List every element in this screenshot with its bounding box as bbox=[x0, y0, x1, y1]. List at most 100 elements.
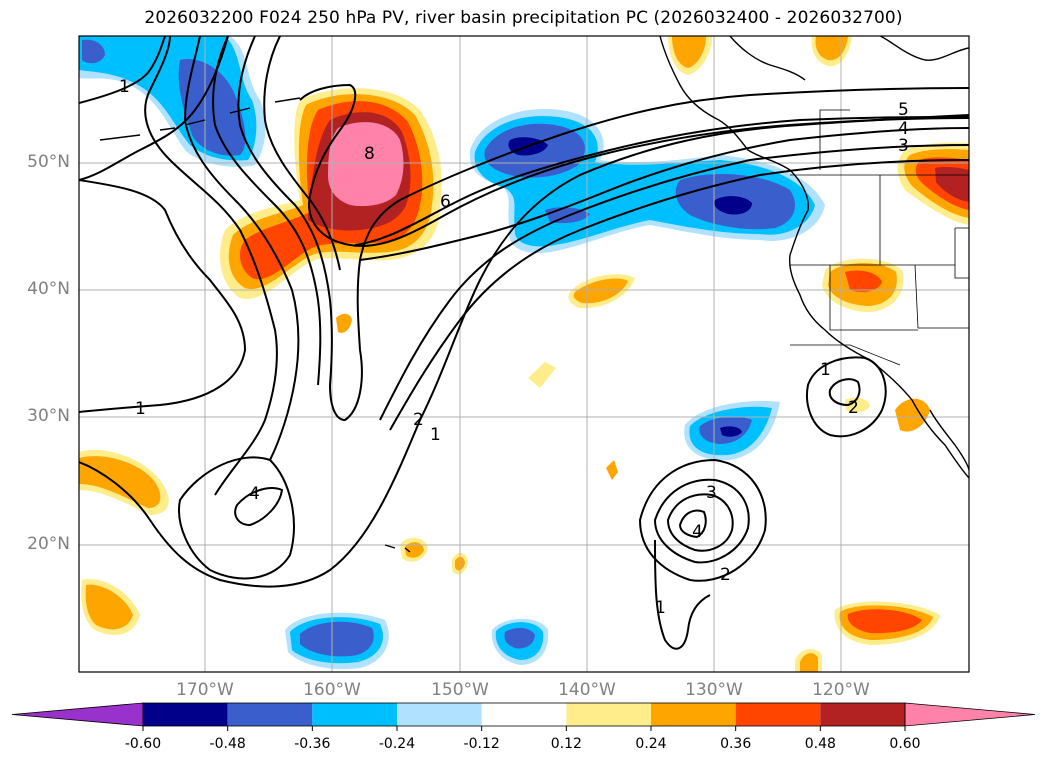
positive-anomaly-region bbox=[79, 456, 161, 508]
pv-contour bbox=[666, 493, 734, 552]
contour-label: 4 bbox=[692, 522, 703, 542]
pv-contour bbox=[299, 83, 969, 247]
contour-label: 1 bbox=[135, 399, 146, 419]
pv-contour bbox=[178, 456, 295, 580]
lat-label: 40°N bbox=[27, 279, 70, 299]
contour-label: 1 bbox=[655, 598, 666, 618]
contour-label: 3 bbox=[898, 136, 909, 156]
pv-contour bbox=[653, 478, 750, 564]
positive-anomaly-region bbox=[800, 653, 818, 672]
colorbar-swatch bbox=[312, 703, 397, 726]
contour-label: 4 bbox=[898, 119, 909, 139]
colorbar-tick-label: 0.12 bbox=[550, 736, 582, 752]
lon-label: 150°W bbox=[431, 680, 489, 700]
negative-anomaly-region bbox=[82, 39, 105, 64]
contour-label: 5 bbox=[898, 100, 909, 120]
colorbar-tick-label: 0.60 bbox=[889, 736, 921, 752]
pv-contour bbox=[638, 458, 767, 582]
negative-anomaly-region bbox=[178, 59, 246, 156]
contour-label: 1 bbox=[119, 77, 130, 97]
graticule bbox=[79, 36, 969, 672]
colorbar-swatch bbox=[227, 703, 313, 726]
lon-label: 130°W bbox=[685, 680, 743, 700]
colorbar-swatch bbox=[143, 703, 228, 726]
positive-anomaly-region bbox=[847, 609, 922, 634]
positive-anomaly-region bbox=[528, 362, 556, 388]
colorbar-extend-high bbox=[904, 702, 1036, 727]
contour-label: 2 bbox=[720, 565, 731, 585]
pv-contour bbox=[183, 36, 300, 461]
positive-anomaly-region bbox=[935, 167, 969, 202]
coastlines bbox=[99, 36, 969, 553]
negative-anomaly-region bbox=[720, 426, 742, 437]
pv-contour bbox=[379, 144, 969, 421]
pv-contour bbox=[389, 159, 969, 431]
colorbar-tick-label: -0.24 bbox=[378, 736, 416, 752]
positive-anomaly-region bbox=[85, 584, 133, 630]
colorbar-tick-label: 0.36 bbox=[720, 736, 752, 752]
pv-contour bbox=[828, 378, 861, 407]
colorbar-swatch bbox=[820, 703, 905, 726]
negative-anomaly-region bbox=[300, 621, 374, 657]
colorbar-swatch bbox=[481, 703, 567, 726]
contour-label: 2 bbox=[413, 410, 424, 430]
lon-label: 160°W bbox=[303, 680, 361, 700]
positive-anomaly-region bbox=[672, 36, 706, 68]
positive-anomaly-region bbox=[845, 397, 870, 413]
pv-contour bbox=[359, 127, 969, 261]
contour-label: 1 bbox=[820, 360, 831, 380]
colorbar bbox=[11, 702, 1036, 731]
colorbar-extend-low bbox=[11, 702, 144, 727]
lon-label: 120°W bbox=[812, 680, 870, 700]
negative-anomaly-region bbox=[504, 627, 535, 649]
colorbar-tick-label: -0.12 bbox=[463, 736, 500, 752]
pv-contour bbox=[144, 36, 278, 496]
pv-contour bbox=[79, 36, 166, 104]
pv-contour bbox=[234, 487, 284, 527]
contour-labels: 1 1 8 6 5 4 3 2 1 4 3 2 1 4 1 2 bbox=[119, 77, 909, 618]
pv-contour bbox=[212, 36, 322, 386]
colorbar-swatch bbox=[735, 703, 821, 726]
positive-anomaly-region bbox=[405, 542, 424, 558]
colorbar-swatch bbox=[651, 703, 736, 726]
positive-anomaly-region bbox=[845, 270, 882, 292]
pv-contour bbox=[354, 116, 969, 246]
contour-label: 3 bbox=[706, 483, 717, 503]
contour-label: 1 bbox=[430, 425, 441, 445]
positive-anomaly-region bbox=[815, 36, 848, 61]
pv-contour bbox=[263, 36, 341, 271]
lat-label: 50°N bbox=[27, 152, 70, 172]
negative-anomaly-region bbox=[714, 196, 752, 215]
positive-anomaly-region bbox=[573, 278, 628, 304]
pv-contour bbox=[237, 36, 969, 422]
positive-anomaly-region bbox=[895, 398, 930, 432]
positive-anomaly-region bbox=[336, 313, 352, 333]
lat-label: 30°N bbox=[27, 406, 70, 426]
colorbar-swatch bbox=[397, 703, 482, 726]
colorbar-tick-label: -0.36 bbox=[294, 736, 331, 752]
colorbar-outline bbox=[142, 702, 906, 727]
contour-label: 4 bbox=[249, 484, 260, 504]
pv-contour bbox=[79, 179, 247, 413]
lon-label: 140°W bbox=[558, 680, 616, 700]
colorbar-tick-label: 0.24 bbox=[635, 736, 667, 752]
positive-anomaly-region bbox=[606, 460, 618, 480]
colorbar-tick-label: -0.60 bbox=[124, 736, 162, 752]
map-title: 2026032200 F024 250 hPa PV, river basin … bbox=[144, 8, 903, 28]
map-frame bbox=[78, 35, 970, 673]
contour-label: 8 bbox=[364, 144, 375, 164]
pv-contour bbox=[654, 539, 711, 650]
lat-label: 20°N bbox=[27, 534, 70, 554]
colorbar-swatch bbox=[566, 703, 651, 726]
state-borders bbox=[790, 109, 969, 366]
colorbar-tick-label: 0.48 bbox=[804, 736, 836, 752]
contour-label: 2 bbox=[848, 398, 859, 418]
pv-contour bbox=[678, 509, 707, 539]
pv-contour bbox=[806, 356, 887, 438]
positive-anomaly-region bbox=[328, 122, 404, 207]
colorbar-tick-label: -0.48 bbox=[209, 736, 246, 752]
contour-label: 6 bbox=[440, 192, 451, 212]
lon-label: 170°W bbox=[176, 680, 234, 700]
pv-contours bbox=[79, 36, 969, 650]
